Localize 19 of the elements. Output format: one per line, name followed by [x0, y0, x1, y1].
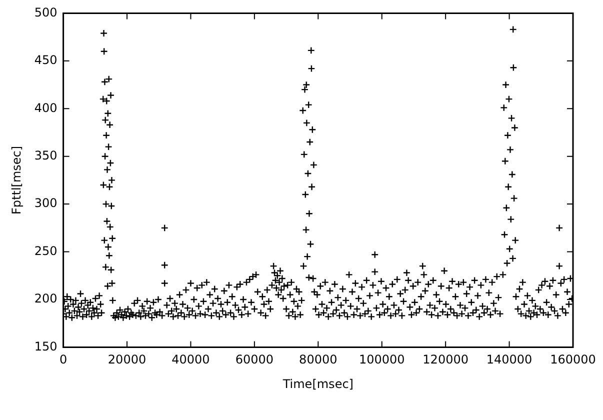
x-tick-label: 140000	[486, 352, 532, 367]
x-axis-title: Time[msec]	[282, 376, 354, 391]
x-tick-label: 60000	[235, 352, 274, 367]
x-tick-label: 0	[59, 352, 68, 367]
y-tick-label: 250	[34, 244, 58, 258]
y-tick-label: 400	[34, 100, 58, 115]
x-tick-label: 120000	[422, 352, 468, 367]
y-tick-label: 500	[34, 5, 58, 20]
y-tick-label: 150	[34, 339, 58, 354]
y-tick-label: 300	[34, 196, 58, 210]
y-axis-title: Fpttl[msec]	[9, 146, 24, 214]
x-tick-label: 160000	[550, 352, 596, 367]
x-tick-label: 20000	[108, 352, 146, 367]
y-tick-label: 350	[34, 148, 58, 162]
y-tick-label: 450	[34, 53, 58, 68]
x-tick-label: 100000	[358, 352, 405, 367]
x-tick-label: 80000	[299, 352, 338, 367]
y-tick-label: 200	[34, 292, 58, 306]
x-tick-label: 40000	[172, 352, 210, 367]
